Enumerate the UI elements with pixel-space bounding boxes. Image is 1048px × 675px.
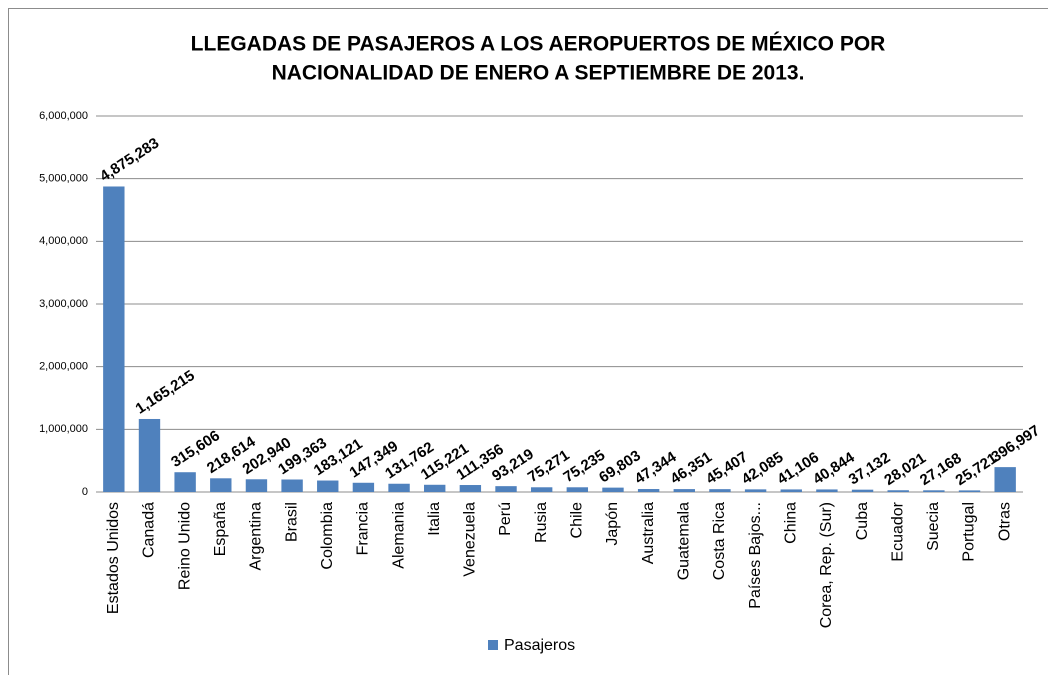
bar (994, 467, 1016, 492)
bar (352, 482, 375, 492)
y-tick-label: 4,000,000 (39, 235, 88, 247)
x-tick-label: Brasil (283, 502, 300, 542)
chart-title: NACIONALIDAD DE ENERO A SEPTIEMBRE DE 20… (272, 62, 805, 85)
x-tick-label: Estados Unidos (105, 502, 122, 614)
x-tick-label: Alemania (390, 502, 407, 569)
x-tick-label: Chile (569, 502, 586, 539)
bar (210, 478, 232, 492)
x-tick-label: Perú (497, 502, 514, 536)
bar (709, 489, 731, 492)
bar (780, 489, 802, 492)
bar (281, 479, 303, 492)
bar (958, 490, 981, 492)
x-tick-label: Suecia (925, 502, 942, 551)
x-tick-label: Rusia (533, 502, 550, 543)
y-tick-label: 0 (82, 486, 88, 498)
bar (923, 490, 945, 492)
x-tick-label: Países Bajos... (747, 502, 764, 609)
bar (744, 489, 767, 492)
y-tick-label: 2,000,000 (39, 361, 88, 373)
bar (103, 186, 125, 492)
x-tick-label: Ecuador (889, 501, 906, 561)
bar (317, 480, 339, 492)
x-tick-label: Argentina (248, 502, 265, 571)
x-tick-label: Venezuela (462, 502, 479, 577)
x-tick-label: Portugal (961, 502, 978, 562)
bar (816, 489, 838, 492)
bar (887, 490, 909, 492)
bar (495, 486, 517, 492)
y-tick-label: 5,000,000 (39, 173, 88, 185)
bar (459, 485, 482, 492)
bar (388, 483, 410, 492)
legend-label: Pasajeros (504, 637, 575, 654)
x-tick-label: Corea, Rep. (Sur) (818, 502, 835, 628)
y-tick-label: 1,000,000 (39, 423, 88, 435)
x-tick-label: España (212, 502, 229, 556)
legend-swatch (488, 640, 498, 650)
x-tick-label: Colombia (319, 502, 336, 570)
x-tick-label: Italia (426, 502, 443, 536)
chart-title: LLEGADAS DE PASAJEROS A LOS AEROPUERTOS … (191, 33, 886, 56)
x-tick-label: Guatemala (676, 502, 693, 580)
x-tick-label: Francia (355, 502, 372, 555)
y-tick-label: 6,000,000 (39, 110, 88, 122)
bar (637, 489, 660, 492)
x-tick-label: Canadá (141, 502, 158, 558)
x-tick-label: Australia (640, 502, 657, 564)
chart-frame (8, 8, 1048, 675)
x-tick-label: Reino Unido (176, 502, 193, 590)
x-tick-label: Cuba (854, 502, 871, 540)
bar (566, 487, 589, 492)
bar (174, 472, 196, 492)
bar (530, 487, 553, 492)
bar (602, 487, 624, 492)
x-tick-label: China (782, 502, 799, 544)
y-tick-label: 3,000,000 (39, 298, 88, 310)
x-tick-label: Otras (996, 502, 1013, 541)
bar (424, 484, 446, 492)
bar (138, 418, 161, 492)
bar (245, 479, 268, 492)
x-tick-label: Japón (604, 502, 621, 546)
x-tick-label: Costa Rica (711, 502, 728, 580)
bar (851, 489, 874, 492)
bar (673, 489, 695, 492)
